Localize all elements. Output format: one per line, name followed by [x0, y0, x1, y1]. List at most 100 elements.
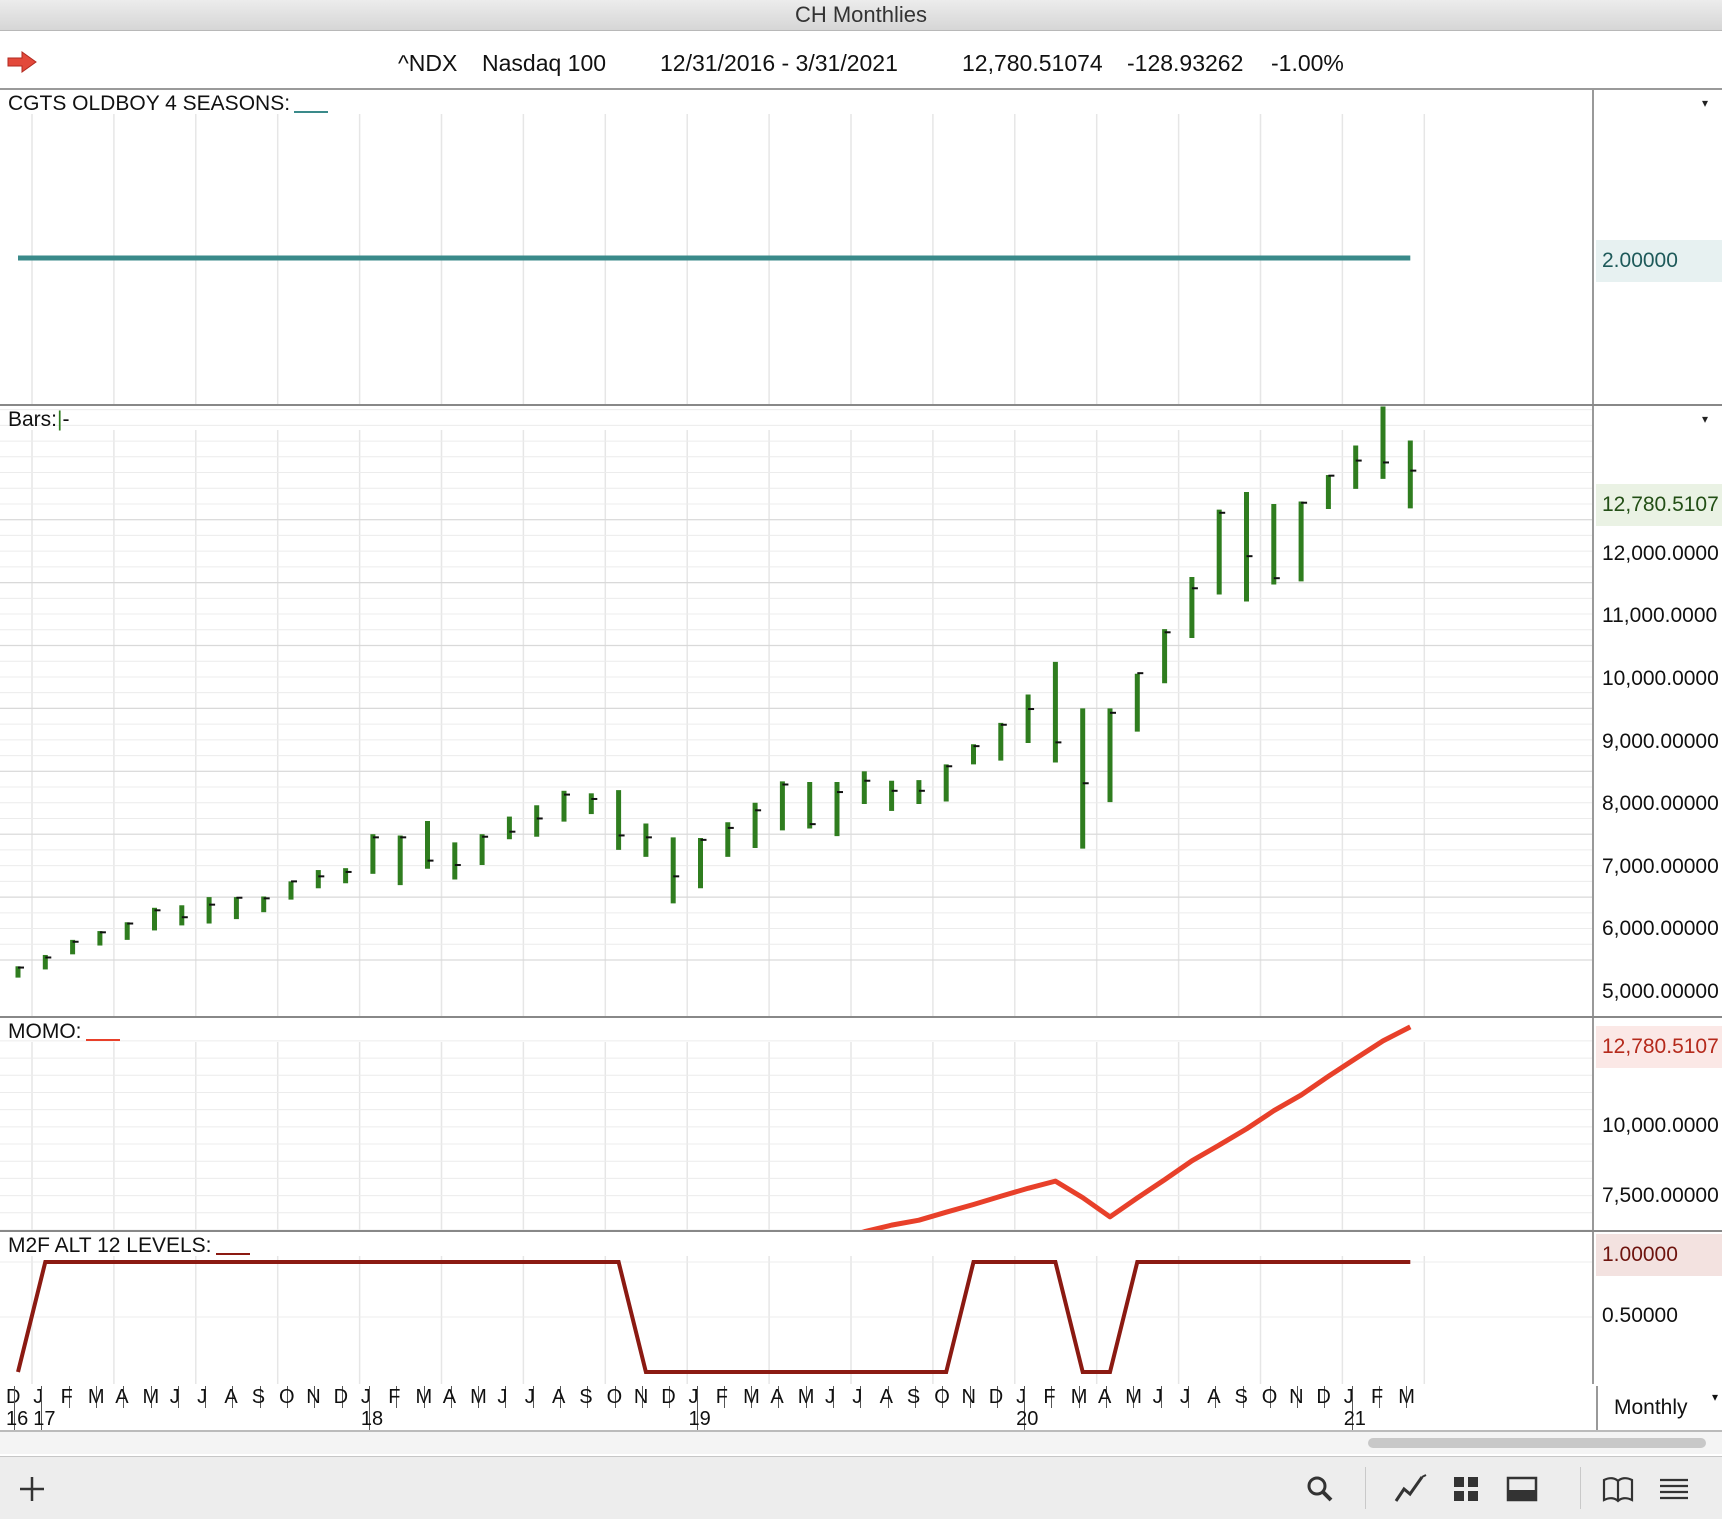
seasons-menu-icon[interactable]: ▾	[1701, 96, 1708, 110]
year-tick	[696, 1386, 698, 1430]
search-icon[interactable]	[1302, 1471, 1338, 1507]
time-axis[interactable]: DJFMAMJJASONDJFMAMJJASONDJFMAMJJASONDJFM…	[0, 1386, 1722, 1432]
symbol-name: Nasdaq 100	[482, 50, 607, 76]
month-label: F	[60, 1386, 73, 1408]
month-label: D	[988, 1386, 1004, 1408]
month-tick	[1297, 1386, 1299, 1408]
month-tick	[68, 1386, 70, 1408]
month-tick	[341, 1386, 343, 1408]
bars-y-label: 6,000.00000	[1602, 917, 1719, 940]
momo-value-badge: 12,780.5107	[1596, 1026, 1722, 1068]
symbol-ticker: ^NDX	[398, 50, 458, 76]
month-label: M	[1125, 1386, 1142, 1408]
year-tick	[14, 1386, 15, 1430]
menu-icon[interactable]	[1656, 1471, 1692, 1507]
month-label: D	[333, 1386, 349, 1408]
month-label: J	[497, 1386, 508, 1408]
bars-y-label: 7,000.00000	[1602, 855, 1719, 878]
bars-pane[interactable]: Bars:|- ▾ 12,780.5107 12,000.0000 11,000…	[0, 406, 1722, 1018]
month-label: N	[633, 1386, 649, 1408]
month-tick	[778, 1386, 780, 1408]
book-icon[interactable]	[1600, 1471, 1636, 1507]
momo-pane[interactable]: MOMO: ▾ 12,780.5107 10,000.0000 7,500.00…	[0, 1018, 1722, 1232]
bars-y-label: 11,000.0000	[1602, 604, 1718, 627]
month-tick	[150, 1386, 152, 1408]
m2f-label: M2F ALT 12 LEVELS:	[8, 1234, 250, 1258]
percent-change: -1.00%	[1271, 50, 1344, 76]
seasons-label: CGTS OLDBOY 4 SEASONS:	[8, 92, 329, 116]
month-tick	[532, 1386, 534, 1408]
bars-value-badge: 12,780.5107	[1596, 484, 1722, 526]
bars-label: Bars:|-	[8, 408, 70, 431]
month-label: J	[825, 1386, 835, 1408]
month-label: J	[1343, 1386, 1354, 1408]
month-label: A	[1207, 1386, 1221, 1408]
period-dropdown-icon[interactable]: ▾	[1711, 1390, 1718, 1404]
month-label: M	[142, 1386, 160, 1408]
window-title: CH Monthlies	[0, 0, 1722, 31]
horizontal-scrollbar[interactable]	[1368, 1438, 1706, 1448]
month-label: O	[1261, 1386, 1278, 1408]
month-tick	[1269, 1386, 1271, 1408]
month-tick	[996, 1386, 998, 1408]
grid-icon[interactable]	[1448, 1471, 1484, 1507]
m2f-value-badge: 1.00000	[1596, 1234, 1722, 1276]
last-price: 12,780.51074	[962, 50, 1103, 76]
bars-y-label: 10,000.0000	[1602, 667, 1719, 690]
year-label: 18	[360, 1408, 384, 1430]
month-tick	[1106, 1386, 1107, 1408]
month-tick	[805, 1386, 807, 1408]
month-label: D	[661, 1386, 676, 1408]
month-label: M	[1398, 1386, 1415, 1408]
month-label: O	[279, 1386, 295, 1408]
month-tick	[1215, 1386, 1217, 1408]
m2f-chart	[0, 1256, 1592, 1384]
line-chart-icon[interactable]	[1392, 1471, 1428, 1507]
month-label: F	[715, 1386, 729, 1408]
month-tick	[860, 1386, 862, 1408]
month-label: N	[1289, 1386, 1304, 1408]
month-label: J	[360, 1386, 371, 1408]
month-label: J	[169, 1386, 180, 1408]
month-tick	[505, 1386, 507, 1408]
add-icon[interactable]	[14, 1471, 50, 1507]
m2f-pane[interactable]: M2F ALT 12 LEVELS: ▾ 1.00000 0.50000	[0, 1232, 1722, 1384]
month-tick	[1379, 1386, 1380, 1408]
month-label: J	[1179, 1386, 1190, 1408]
bars-menu-icon[interactable]: ▾	[1701, 412, 1708, 426]
month-label: O	[934, 1386, 950, 1408]
momo-y-label: 7,500.00000	[1602, 1184, 1719, 1207]
month-tick	[1324, 1386, 1326, 1408]
month-label: M	[470, 1386, 487, 1408]
bars-y-label: 5,000.00000	[1602, 980, 1719, 1003]
period-selector[interactable]: Monthly ▾	[1596, 1386, 1722, 1430]
month-label: J	[1152, 1386, 1163, 1408]
month-tick	[95, 1386, 97, 1408]
year-tick	[41, 1386, 43, 1430]
month-label: J	[1016, 1386, 1027, 1408]
month-label: S	[579, 1386, 593, 1408]
month-tick	[123, 1386, 125, 1408]
month-label: S	[906, 1386, 921, 1408]
month-tick	[1242, 1386, 1244, 1408]
seasons-pane[interactable]: CGTS OLDBOY 4 SEASONS: ▾ 2.00000	[0, 90, 1722, 406]
month-label: N	[306, 1386, 321, 1408]
month-tick	[314, 1386, 316, 1408]
month-label: O	[606, 1386, 623, 1408]
horizontal-scroll-track[interactable]	[0, 1432, 1722, 1454]
month-label: M	[743, 1386, 760, 1408]
month-tick	[641, 1386, 643, 1408]
m2f-y-label: 0.50000	[1602, 1304, 1678, 1327]
month-tick	[614, 1386, 616, 1408]
year-tick	[1024, 1386, 1026, 1430]
month-label: S	[1234, 1386, 1248, 1408]
panel-layout-icon[interactable]	[1504, 1471, 1540, 1507]
month-tick	[259, 1386, 261, 1408]
red-arrow-icon[interactable]	[4, 50, 40, 74]
month-label: F	[1043, 1386, 1056, 1408]
month-tick	[287, 1386, 288, 1408]
month-label: M	[797, 1386, 815, 1408]
month-tick	[723, 1386, 725, 1408]
bottom-toolbar	[0, 1456, 1722, 1519]
year-label: 20	[1016, 1408, 1039, 1430]
